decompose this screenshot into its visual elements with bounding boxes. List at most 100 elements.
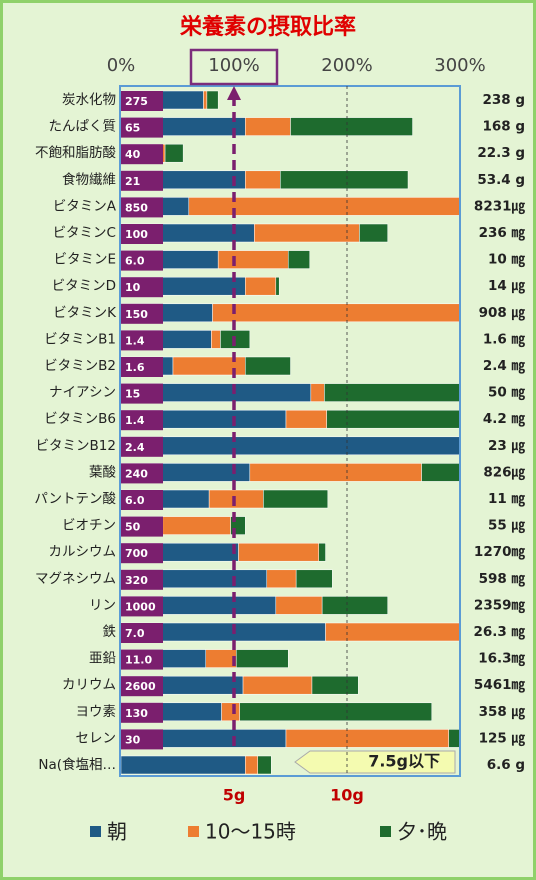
reference-box [121,197,163,218]
reference-label: 10 [125,281,141,294]
row-label: セレン [76,730,117,746]
bar-segment [295,569,333,589]
total-label: 53.4 g [477,172,525,188]
bar-segment [121,755,246,775]
bar-segment [162,516,231,535]
bar-segment [311,675,359,695]
reference-box [121,277,163,298]
total-label: 1270㎎ [474,544,526,561]
reference-box [121,490,163,510]
total-label: 358 ㎍ [479,704,526,721]
total-label: 826㎍ [483,464,525,481]
row-label: ビオチン [62,518,116,534]
bar-segment [290,117,413,136]
bar-segment [238,542,320,562]
bar-segment [206,90,219,110]
legend-swatch [90,826,101,837]
reference-label: 65 [125,122,140,135]
bar-segment [236,649,289,668]
bar-segment [310,383,325,402]
reference-box [121,436,163,457]
bar-segment [275,596,323,615]
bottom-tick-label: 10g [330,786,364,805]
total-label: 50 ㎎ [488,385,525,402]
row-label: 不飽和脂肪酸 [35,145,116,161]
reference-box [121,596,163,617]
x-tick-label: 0% [107,55,136,76]
total-label: 26.3 ㎎ [473,624,525,641]
reference-box [121,410,163,431]
reference-label: 15 [125,388,140,401]
reference-label: 2.4 [125,441,145,454]
reference-box [121,303,163,324]
reference-box [121,224,163,244]
reference-box [121,649,163,670]
reference-label: 2600 [125,680,156,693]
reference-arrow [227,86,241,100]
reference-label: 6.0 [125,494,145,507]
bar-segment [164,143,184,163]
row-label: ビタミンE [53,252,116,268]
row-label: ビタミンB1 [44,331,116,347]
total-label: 10 ㎎ [488,252,525,269]
tick-highlight [189,48,279,86]
reference-label: 50 [125,521,141,534]
total-label: 1.6 ㎎ [483,331,526,348]
row-label: 亜鉛 [89,651,116,667]
reference-label: 150 [125,308,148,321]
row-label: カルシウム [49,544,117,560]
total-label: 168 g [482,119,525,135]
bar-segment [249,463,422,482]
x-tick-label: 100% [208,55,259,76]
bar-segment [212,303,460,323]
reference-box [121,330,163,351]
row-label: ビタミンB2 [44,358,116,374]
bar-segment [266,569,297,589]
row-label: 食物繊維 [62,171,116,188]
reference-box [121,676,163,697]
bar-segment [203,90,208,110]
total-label: 2.4 ㎎ [483,358,526,375]
annotation: 7.5g以下 [368,752,440,771]
bar-segment [245,356,291,376]
bar-segment [263,489,329,509]
bar-segment [421,463,460,482]
bar-segment [324,383,460,402]
total-label: 5461㎎ [474,677,526,694]
reference-label: 21 [125,175,140,188]
reference-label: 7.0 [125,627,145,640]
total-label: 236 ㎎ [479,225,526,242]
reference-label: 1.4 [125,334,145,347]
reference-box [121,117,163,138]
chart-title: 栄養素の摂取比率 [179,14,356,40]
reference-label: 100 [125,228,148,241]
row-label: たんぱく質 [49,119,117,135]
bar-segment [239,702,432,722]
total-label: 11 ㎎ [488,491,525,508]
reference-label: 1.6 [125,361,145,374]
row-label: ビタミンD [52,278,116,294]
bar-segment [211,330,221,349]
bar-segment [359,223,388,243]
reference-box [121,170,163,191]
reference-box [121,463,163,484]
reference-box [121,383,163,404]
bar-segment [245,276,277,296]
x-tick-label: 300% [434,55,485,76]
row-label: ビタミンA [53,198,117,214]
reference-box [121,144,163,165]
reference-box [121,569,163,590]
bar-segment [326,409,460,429]
row-label: カリウム [62,677,116,693]
row-label: 葉酸 [89,464,116,480]
row-label: リン [89,597,116,613]
bar-segment [205,649,237,668]
bar-segment [221,702,240,722]
legend-label: 夕･晩 [397,820,447,844]
bar-segment [245,170,281,190]
row-label: Na(食塩相… [38,756,116,773]
bar-segment [448,729,460,748]
bar-segment [217,250,289,269]
legend-swatch [380,826,391,837]
bar-segment [318,542,326,562]
